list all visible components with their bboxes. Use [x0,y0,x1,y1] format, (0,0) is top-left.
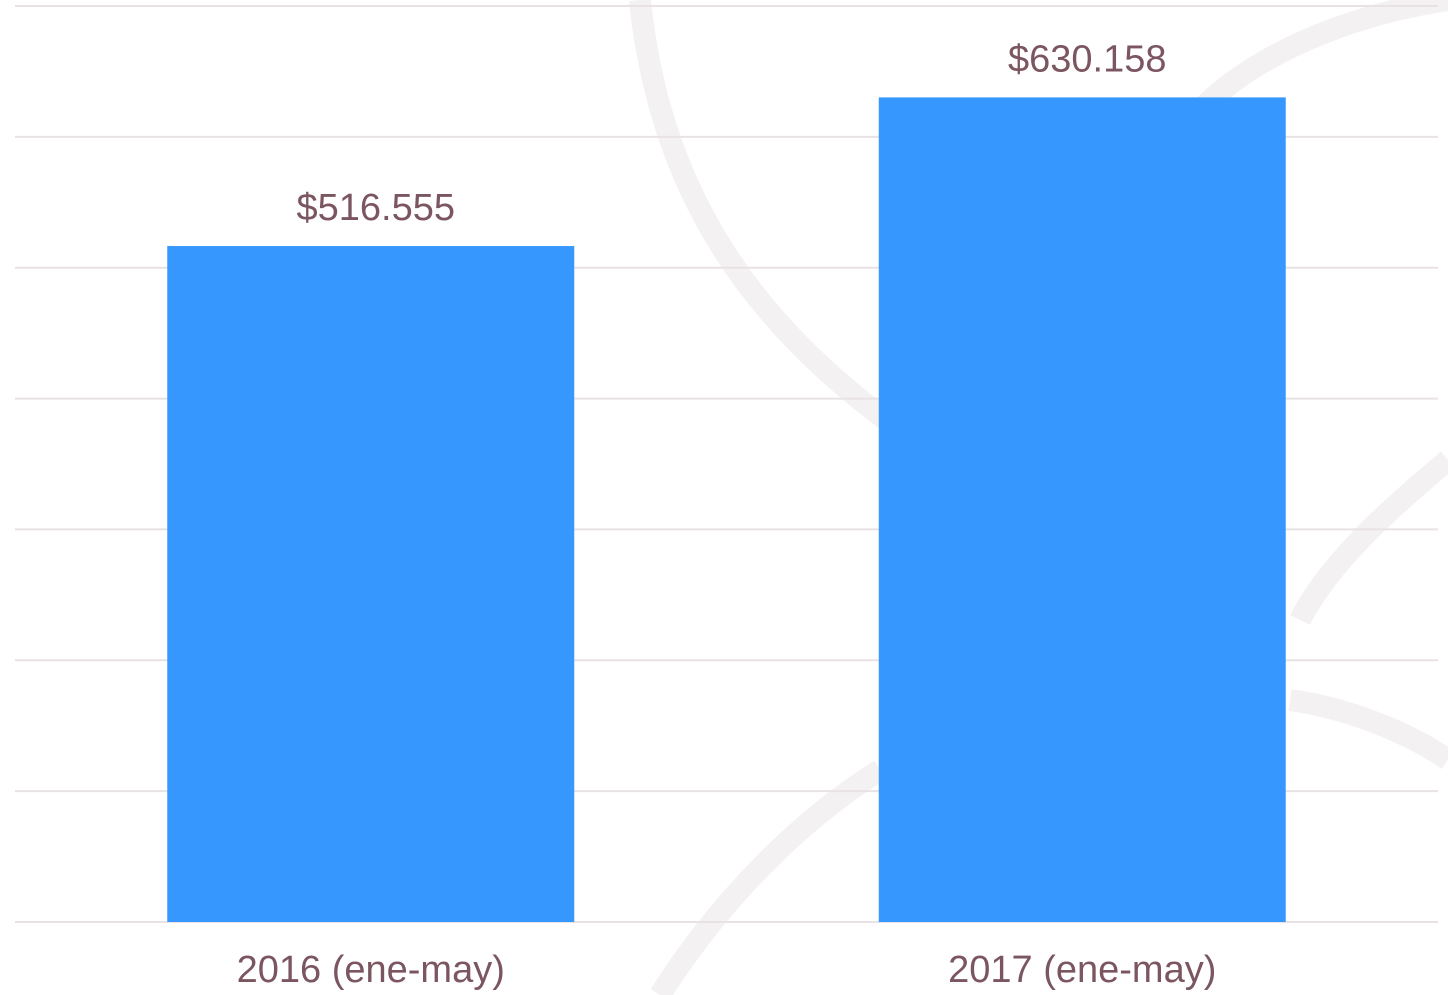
data-label: $516.555 [297,187,456,229]
background-decoration [629,0,1448,995]
decorative-arc [1288,689,1448,770]
decorative-arc [1192,0,1448,118]
decorative-arc [1290,451,1448,626]
decorative-arc [629,0,907,439]
bar [167,246,575,922]
x-tick-label: 2016 (ene-may) [237,949,505,991]
decorative-arc [650,760,886,995]
bar [878,97,1286,922]
x-tick-label: 2017 (ene-may) [948,949,1216,991]
data-label: $630.158 [1008,38,1167,80]
